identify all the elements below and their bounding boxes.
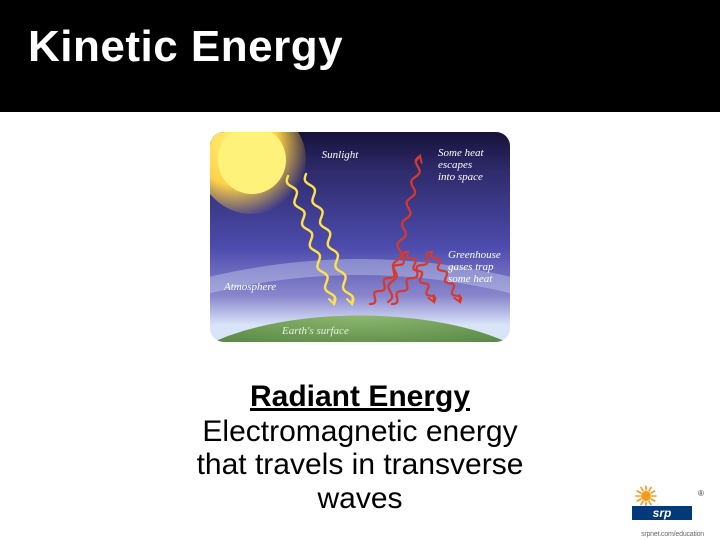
caption-body-line2: that travels in transverse — [0, 448, 720, 482]
svg-text:srp: srp — [653, 506, 672, 520]
caption-body-line3: waves — [0, 482, 720, 516]
srp-logo: srp ® — [632, 484, 704, 522]
greenhouse-diagram: Sunlight Some heatescapesinto space Greenh… — [210, 132, 510, 342]
svg-text:Some heat: Some heat — [438, 147, 484, 159]
svg-text:gases trap: gases trap — [448, 261, 494, 273]
caption-block: Radiant Energy Electromagnetic energy th… — [0, 380, 720, 515]
caption-body-line1: Electromagnetic energy — [0, 415, 720, 449]
svg-text:Atmosphere: Atmosphere — [223, 281, 276, 293]
caption-title: Radiant Energy — [0, 380, 720, 415]
svg-text:into space: into space — [438, 171, 483, 183]
svg-text:Sunlight: Sunlight — [322, 149, 360, 161]
svg-text:®: ® — [698, 489, 704, 498]
svg-text:escapes: escapes — [438, 159, 472, 171]
svg-text:Earth's surface: Earth's surface — [281, 325, 349, 337]
svg-text:Greenhouse: Greenhouse — [448, 249, 501, 261]
footer-url: srpnet.com/education — [641, 531, 704, 538]
slide-title: Kinetic Energy — [28, 22, 343, 72]
svg-text:some heat: some heat — [448, 273, 493, 285]
